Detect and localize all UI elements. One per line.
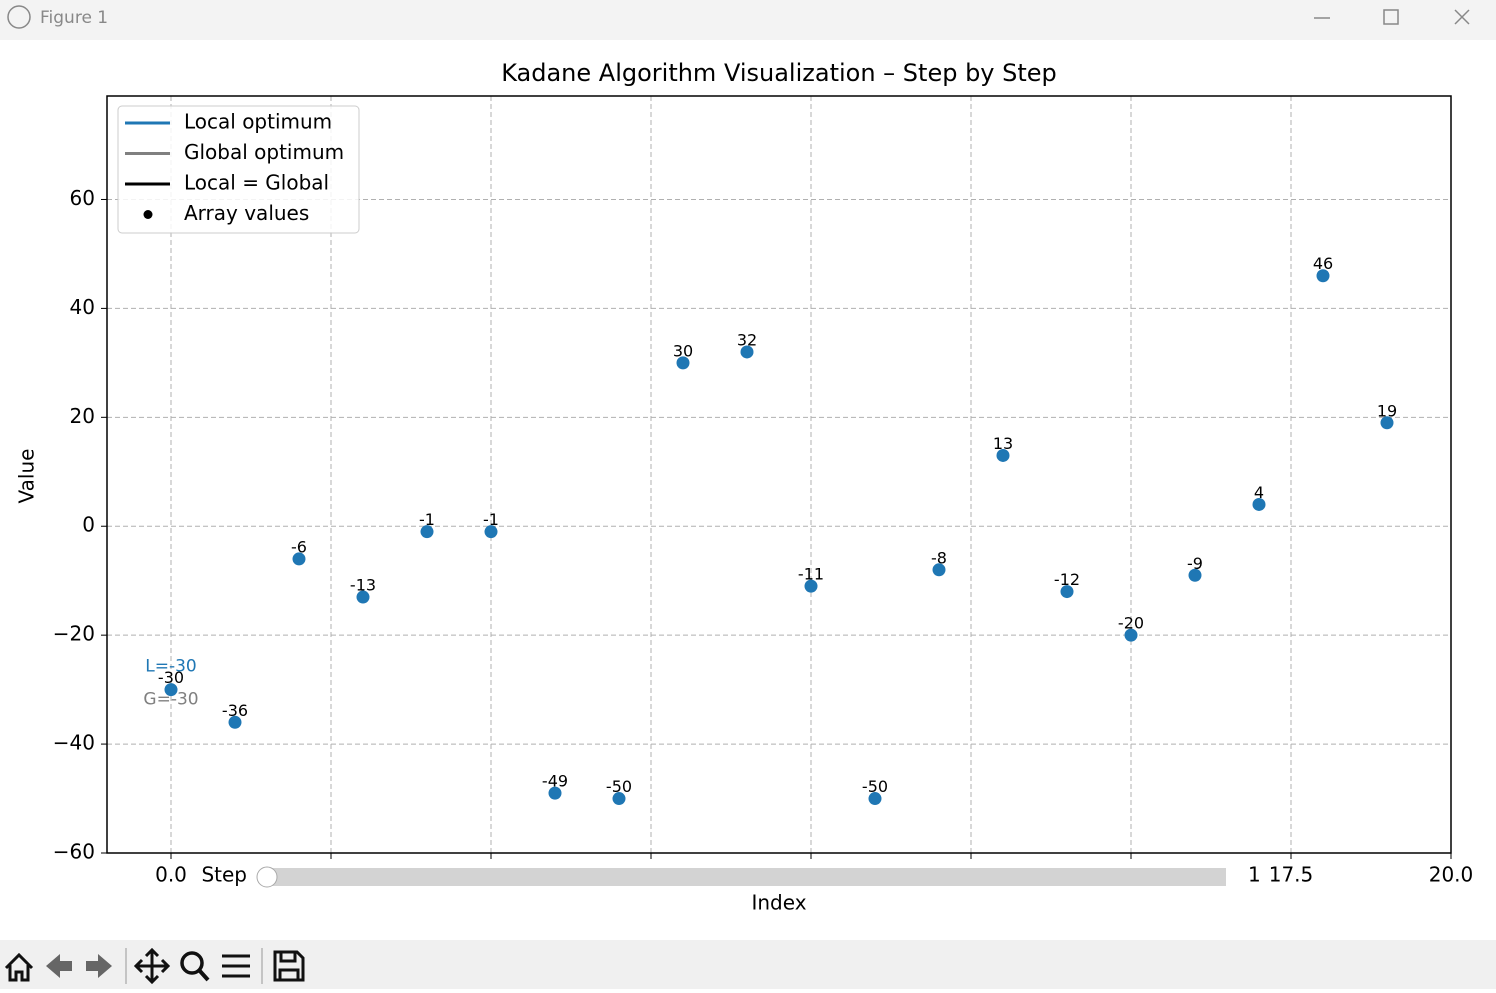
data-label: 30: [673, 341, 693, 360]
data-point: [228, 715, 242, 729]
y-tick-label: −40: [53, 731, 95, 755]
data-label: -20: [1118, 614, 1144, 633]
data-label: -50: [606, 777, 632, 796]
data-label: 32: [737, 330, 757, 349]
zoom-button[interactable]: [180, 951, 204, 975]
data-point: [1380, 416, 1394, 430]
x-tick-label: 0.0: [155, 863, 187, 887]
data-point: [548, 786, 562, 800]
data-point: [1124, 628, 1138, 642]
legend-marker: [143, 210, 153, 219]
y-tick-label: 40: [70, 295, 95, 319]
data-label: 19: [1377, 401, 1397, 420]
data-point: [1060, 585, 1074, 599]
data-label: -6: [291, 537, 307, 556]
slider-label: Step: [201, 863, 247, 887]
data-point: [676, 356, 690, 370]
data-point: [996, 448, 1010, 462]
home-button[interactable]: [4, 952, 34, 982]
data-label: -30: [158, 668, 184, 687]
chart-title: Kadane Algorithm Visualization – Step by…: [501, 59, 1057, 87]
configure-button[interactable]: [222, 954, 250, 978]
data-point: [1316, 269, 1330, 283]
data-label: -36: [222, 701, 248, 720]
data-label: -8: [931, 548, 947, 567]
y-tick-label: 20: [70, 404, 95, 428]
x-tick-label: 20.0: [1429, 863, 1474, 887]
app-icon: [7, 5, 31, 29]
close-button[interactable]: [1454, 9, 1470, 25]
data-label: 4: [1254, 483, 1264, 502]
slider-track: [267, 868, 1226, 886]
y-tick-label: −60: [53, 840, 95, 864]
data-label: -13: [350, 576, 376, 595]
data-point: [804, 579, 818, 593]
data-point: [164, 683, 178, 697]
data-point: [484, 525, 498, 539]
data-label: -12: [1054, 570, 1080, 589]
legend-label: Global optimum: [184, 140, 344, 164]
data-label: 46: [1313, 254, 1333, 273]
data-label: -9: [1187, 554, 1203, 573]
data-label: -1: [419, 510, 435, 529]
x-axis-label: Index: [751, 891, 806, 915]
y-tick-label: −20: [53, 622, 95, 646]
y-axis-label: Value: [15, 449, 39, 504]
data-point: [1188, 568, 1202, 582]
legend-label: Local = Global: [184, 171, 329, 195]
data-point: [1252, 497, 1266, 511]
data-point: [868, 792, 882, 806]
annotation: L=-30: [145, 657, 196, 677]
data-label: -1: [483, 510, 499, 529]
data-label: 13: [993, 434, 1013, 453]
x-tick-label: 17.5: [1269, 863, 1314, 887]
window-title: Figure 1: [40, 8, 108, 28]
save-button[interactable]: [273, 950, 305, 982]
y-tick-label: 0: [82, 513, 95, 537]
annotation: G=-30: [143, 690, 198, 710]
forward-button[interactable]: [86, 954, 112, 978]
data-point: [740, 345, 754, 359]
data-label: -50: [862, 777, 888, 796]
pan-button[interactable]: [133, 947, 171, 985]
title-bar: [0, 0, 1496, 40]
legend-box: [117, 105, 360, 234]
slider-value: 1: [1248, 863, 1261, 887]
y-tick-label: 60: [70, 186, 95, 210]
legend-label: Local optimum: [184, 110, 332, 134]
figure: Kadane Algorithm Visualization – Step by…: [15, 59, 1474, 915]
back-button[interactable]: [46, 954, 72, 978]
data-label: -11: [798, 565, 824, 584]
data-label: -49: [542, 772, 568, 791]
slider-handle[interactable]: [256, 866, 278, 888]
data-point: [292, 552, 306, 566]
data-point: [932, 563, 946, 577]
maximize-button[interactable]: [1383, 9, 1399, 25]
plot-frame: [106, 95, 1452, 854]
legend-label: Array values: [184, 201, 309, 225]
data-point: [612, 792, 626, 806]
data-point: [356, 590, 370, 604]
data-point: [420, 525, 434, 539]
